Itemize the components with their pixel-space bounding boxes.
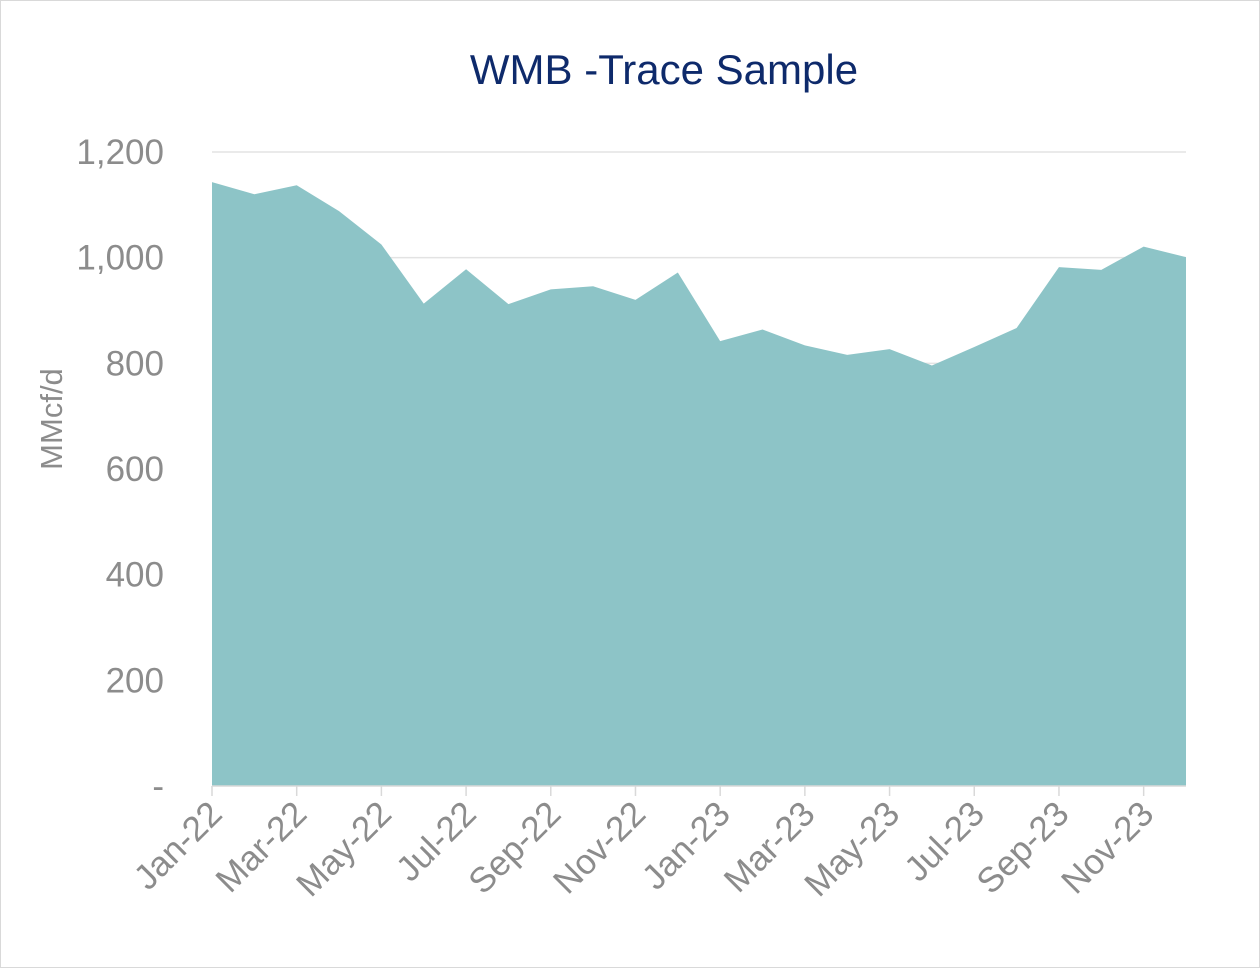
x-tick-label: Jan-23: [635, 794, 738, 897]
x-tick-label: Sep-22: [461, 794, 568, 901]
x-tick-label: Nov-22: [546, 794, 653, 901]
y-tick-label: 200: [106, 661, 164, 700]
y-axis-label: MMcf/d: [34, 368, 69, 470]
y-tick-label: -: [152, 767, 164, 806]
x-tick-label: Sep-23: [969, 794, 1076, 901]
y-tick-label: 1,000: [76, 239, 164, 278]
x-axis: [211, 785, 1186, 796]
chart-title: WMB -Trace Sample: [470, 46, 858, 93]
x-tick-label: May-23: [797, 794, 907, 904]
x-axis-ticks: Jan-22Mar-22May-22Jul-22Sep-22Nov-22Jan-…: [126, 794, 1161, 904]
x-tick-label: Jan-22: [126, 794, 229, 897]
y-tick-label: 600: [106, 450, 164, 489]
y-axis-ticks: - 200 400 600 800 1,000 1,200: [76, 133, 164, 806]
y-tick-label: 400: [106, 556, 164, 595]
y-tick-label: 800: [106, 344, 164, 383]
x-tick-label: Nov-23: [1054, 794, 1161, 901]
area-fill: [212, 182, 1186, 786]
x-tick-label: May-22: [289, 794, 399, 904]
y-tick-label: 1,200: [76, 133, 164, 172]
area-series: [212, 182, 1186, 786]
